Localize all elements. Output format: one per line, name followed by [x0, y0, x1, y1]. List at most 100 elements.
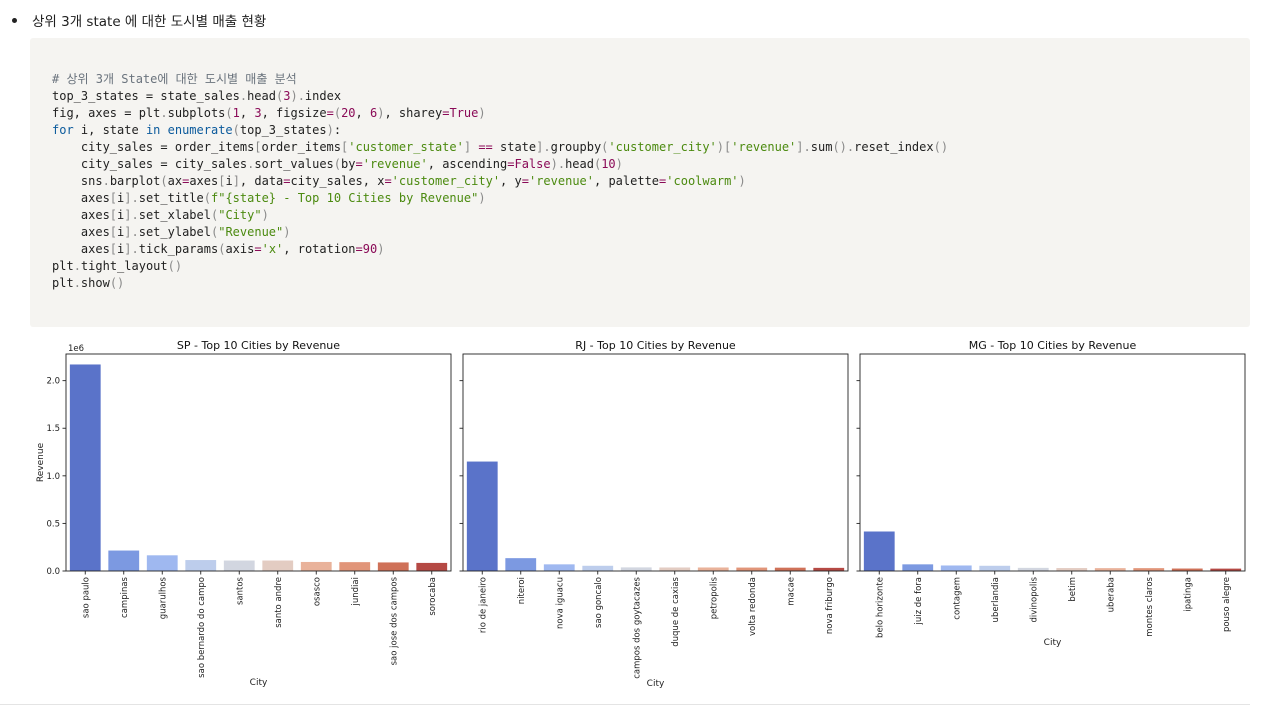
code-token: head: [565, 157, 594, 171]
code-token: (: [160, 174, 168, 188]
x-axis-label: City: [250, 678, 268, 688]
y-tick-label: 0.5: [46, 519, 60, 529]
code-line: axes[i].set_title(f"{state} - Top 10 Cit…: [52, 190, 948, 207]
code-token: reset_index: [854, 140, 934, 154]
x-tick-label: campos dos goytacazes: [632, 576, 642, 678]
code-token: groupby: [550, 140, 602, 154]
code-token: ): [326, 123, 334, 137]
code-line: city_sales = order_items[order_items['cu…: [52, 139, 948, 156]
plot-frame: [462, 353, 849, 572]
bar: [262, 560, 294, 571]
x-tick-label: macae: [786, 577, 796, 606]
bar: [505, 558, 537, 571]
code-token: , ascending: [427, 157, 508, 171]
code-token: (: [203, 191, 211, 205]
code-token: (: [210, 208, 219, 222]
y-axis-label: Revenue: [36, 442, 46, 482]
code-token: (: [333, 157, 342, 171]
code-token: :: [333, 123, 342, 137]
code-token: ): [377, 242, 385, 256]
x-tick-label: duque de caxias: [671, 576, 681, 646]
code-line: sns.barplot(ax=axes[i], data=city_sales,…: [52, 173, 948, 190]
divider: [0, 704, 1250, 705]
code-token: sns: [52, 174, 103, 188]
code-token: ): [478, 106, 486, 120]
code-token: False: [514, 157, 551, 171]
code-token: .: [160, 106, 168, 120]
chart-title: SP - Top 10 Cities by Revenue: [177, 339, 340, 352]
code-token: for: [52, 123, 74, 137]
x-tick-label: rio de janeiro: [478, 577, 488, 633]
bullet-dot: [12, 17, 17, 23]
code-token: =: [182, 174, 190, 188]
code-token: plt: [52, 259, 74, 273]
code-token: # 상위 3개 State에 대한 도시별 매출 분석: [52, 72, 297, 86]
code-token: 'customer_state': [348, 140, 464, 154]
code-token: 'x': [261, 242, 284, 256]
bar: [416, 562, 448, 571]
code-line: plt.show(): [52, 275, 948, 292]
code-token: .: [543, 140, 551, 154]
x-tick-label: osasco: [312, 577, 322, 606]
code-token: 'coolwarm': [666, 174, 739, 188]
code-token: tight_layout: [80, 259, 168, 273]
bar: [1017, 567, 1049, 571]
code-token: index: [304, 89, 342, 103]
x-tick-label: divinopolis: [1029, 576, 1039, 622]
y-tick-label: 0.0: [46, 567, 60, 577]
code-token: i: [117, 242, 125, 256]
code-token: 6: [369, 106, 378, 120]
code-line: # 상위 3개 State에 대한 도시별 매출 분석: [52, 71, 948, 88]
bar: [1171, 568, 1203, 571]
code-token: ): [716, 140, 725, 154]
code-line: for i, state in enumerate(top_3_states):: [52, 122, 948, 139]
code-token: ==: [478, 140, 493, 154]
code-token: ): [738, 174, 746, 188]
code-token: [: [109, 191, 118, 205]
code-token: .: [239, 89, 248, 103]
code-token: True: [449, 106, 479, 120]
code-line: axes[i].set_ylabel("Revenue"): [52, 224, 948, 241]
code-token: ]: [796, 140, 804, 154]
chart-title: MG - Top 10 Cities by Revenue: [969, 339, 1137, 352]
bar: [223, 560, 255, 571]
code-token: .: [102, 174, 110, 188]
code-token: show: [80, 276, 110, 290]
x-tick-label: jundiai: [351, 577, 361, 606]
code-token: set_title: [138, 191, 204, 205]
code-token: =: [521, 174, 529, 188]
x-tick-label: petropolis: [709, 576, 719, 619]
plot-frame: [65, 353, 452, 572]
code-token: [: [724, 140, 732, 154]
bar: [940, 565, 972, 571]
x-tick-label: sao bernardo do campo: [197, 577, 207, 678]
code-token: "Revenue": [218, 225, 284, 239]
code-token: ): [377, 106, 385, 120]
x-tick-label: sao goncalo: [594, 577, 604, 628]
code-token: .: [297, 89, 305, 103]
code-token: axis: [225, 242, 255, 256]
code-token: (: [232, 123, 240, 137]
bar: [1094, 568, 1126, 571]
code-token: .: [131, 225, 139, 239]
x-tick-label: niteroi: [517, 577, 527, 604]
code-token: .: [73, 276, 81, 290]
code-token: =: [384, 174, 392, 188]
x-tick-label: betim: [1068, 577, 1078, 602]
code-token: ,: [239, 106, 255, 120]
bar: [863, 531, 895, 571]
bar: [1133, 568, 1165, 571]
code-token: in: [145, 123, 161, 137]
code-token: 10: [601, 157, 616, 171]
code-token: ): [615, 157, 623, 171]
code-token: [: [109, 208, 118, 222]
x-tick-label: juiz de fora: [914, 577, 924, 626]
x-tick-label: pouso alegre: [1222, 577, 1232, 632]
code-token: [: [109, 225, 118, 239]
code-block[interactable]: # 상위 3개 State에 대한 도시별 매출 분석 top_3_states …: [30, 38, 1250, 327]
code-token: city_sales = order_items: [52, 140, 255, 154]
bar: [736, 567, 768, 571]
y-tick-label: 2.0: [46, 377, 60, 387]
code-token: top_3_states = state_sales: [52, 89, 240, 103]
code-token: axes: [189, 174, 219, 188]
